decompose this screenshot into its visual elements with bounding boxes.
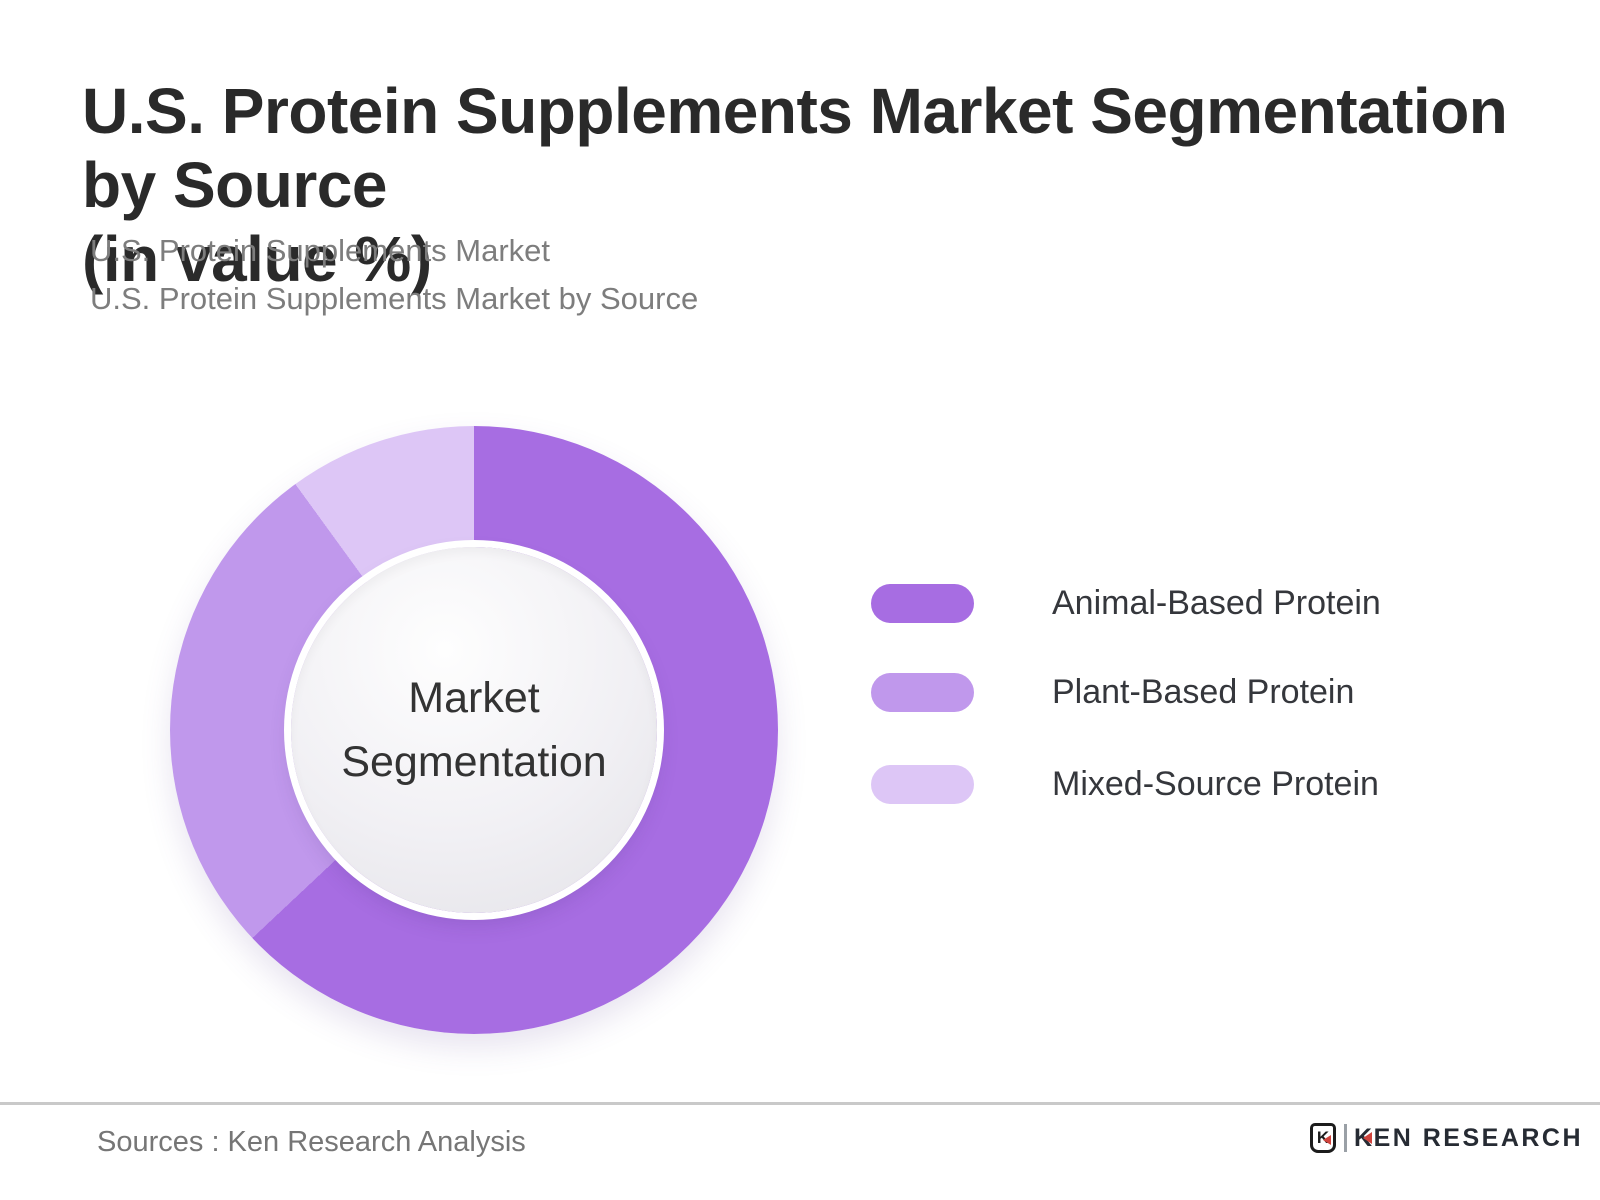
- page-title: U.S. Protein Supplements Market Segmenta…: [82, 74, 1522, 296]
- logo-wordmark-rest: EN RESEARCH: [1373, 1123, 1584, 1152]
- ken-research-logo: K K EN RESEARCH: [1310, 1121, 1583, 1155]
- legend-swatch-plant-based: [871, 672, 974, 712]
- donut-center-label-line2: Segmentation: [341, 738, 607, 786]
- legend-item-plant-based: Plant-Based Protein: [871, 672, 1354, 712]
- logo-separator: [1344, 1124, 1347, 1152]
- logo-red-triangle-icon: [1323, 1135, 1331, 1145]
- footer-divider-line: [0, 1102, 1600, 1105]
- sources-note: Sources : Ken Research Analysis: [97, 1126, 526, 1158]
- logo-wordmark-red-triangle-icon: [1362, 1132, 1372, 1144]
- legend-swatch-animal-based: [871, 583, 974, 623]
- logo-wordmark: K EN RESEARCH: [1354, 1124, 1583, 1153]
- legend-label-animal-based: Animal-Based Protein: [1052, 583, 1381, 622]
- legend-item-mixed-source: Mixed-Source Protein: [871, 764, 1379, 804]
- subtitle-market: U.S. Protein Supplements Market: [90, 233, 551, 268]
- donut-center-label-line1: Market: [408, 674, 540, 722]
- donut-chart: Market Segmentation: [170, 426, 778, 1034]
- donut-center-circle: Market Segmentation: [291, 547, 657, 913]
- legend-label-mixed-source: Mixed-Source Protein: [1052, 764, 1379, 803]
- page-title-line1: U.S. Protein Supplements Market Segmenta…: [82, 75, 1508, 221]
- logo-shield-icon: K: [1310, 1123, 1336, 1153]
- subtitle-market-by-source: U.S. Protein Supplements Market by Sourc…: [90, 281, 699, 316]
- legend-label-plant-based: Plant-Based Protein: [1052, 672, 1355, 711]
- legend-swatch-mixed-source: [871, 764, 974, 804]
- page-title-line2: (in value %): [82, 223, 432, 295]
- legend-item-animal-based: Animal-Based Protein: [871, 583, 1381, 623]
